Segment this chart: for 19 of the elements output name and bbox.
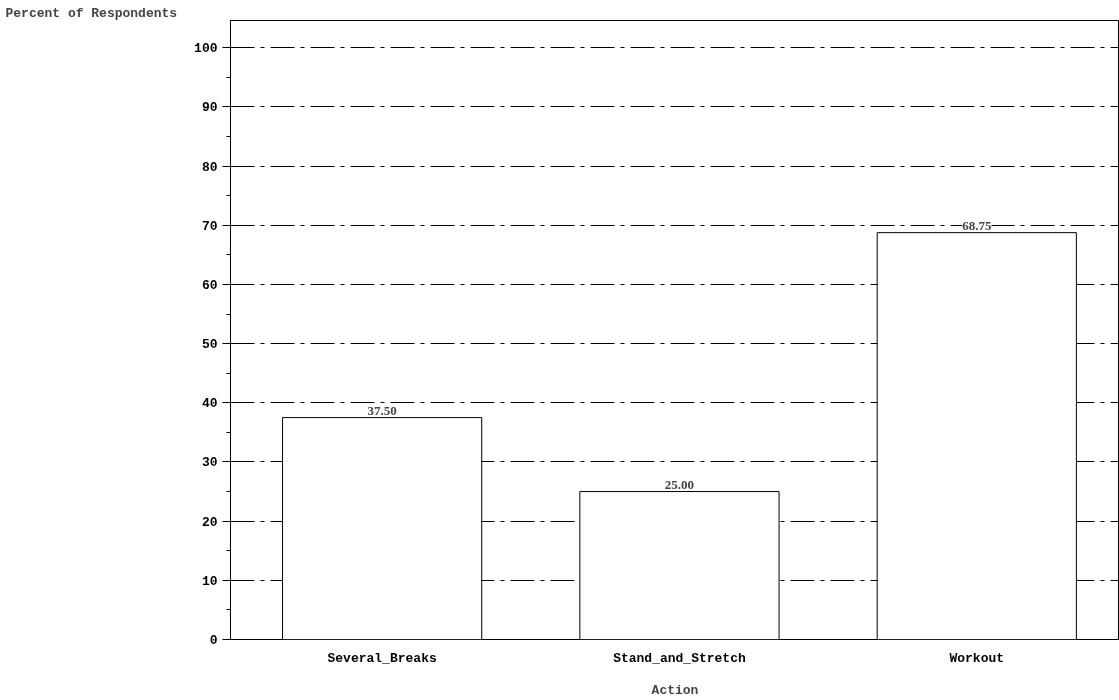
- y-tick-label: 40: [201, 396, 218, 412]
- y-axis-title: Percent of Respondents: [5, 5, 178, 21]
- y-tick-label: 0: [209, 633, 218, 648]
- x-tick-label: Workout: [949, 650, 1005, 666]
- data-label: 68.75: [962, 217, 992, 233]
- x-tick-label: Stand_and_Stretch: [613, 650, 746, 666]
- y-tick-label: 60: [201, 277, 218, 293]
- x-axis-title: Action: [651, 682, 699, 698]
- y-tick-label: 70: [201, 218, 218, 234]
- data-label: 25.00: [664, 476, 695, 492]
- y-tick-label: 50: [201, 337, 218, 353]
- y-tick-label: 20: [201, 514, 218, 530]
- y-tick-label: 90: [201, 100, 218, 116]
- y-tick-label: 30: [201, 455, 218, 471]
- y-tick-label: 100: [194, 41, 218, 57]
- y-tick-label: 10: [201, 573, 218, 589]
- x-tick-label: Several_Breaks: [327, 650, 437, 666]
- data-label: 37.50: [367, 402, 397, 418]
- y-tick-label: 80: [201, 159, 218, 175]
